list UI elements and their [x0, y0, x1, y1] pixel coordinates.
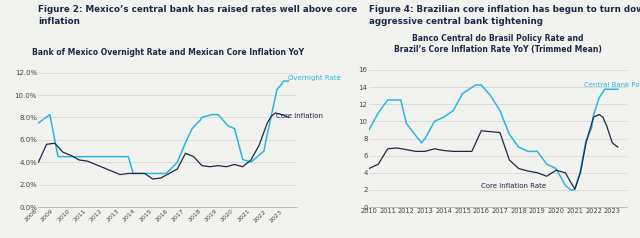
- Text: Central Bank Policy Rate: Central Bank Policy Rate: [584, 82, 640, 88]
- Text: Figure 2: Mexico’s central bank has raised rates well above core
inflation: Figure 2: Mexico’s central bank has rais…: [38, 5, 358, 25]
- Text: Bank of Mexico Overnight Rate and Mexican Core Inflation YoY: Bank of Mexico Overnight Rate and Mexica…: [31, 48, 303, 57]
- Text: Banco Central do Brasil Policy Rate and
Brazil’s Core Inflation Rate YoY (Trimme: Banco Central do Brasil Policy Rate and …: [394, 34, 602, 54]
- Text: Overnight Rate: Overnight Rate: [289, 75, 341, 81]
- Text: Figure 4: Brazilian core inflation has begun to turn down after
aggressive centr: Figure 4: Brazilian core inflation has b…: [369, 5, 640, 25]
- Text: Core Inflation: Core Inflation: [276, 113, 323, 119]
- Text: Core Inflation Rate: Core Inflation Rate: [481, 183, 547, 189]
